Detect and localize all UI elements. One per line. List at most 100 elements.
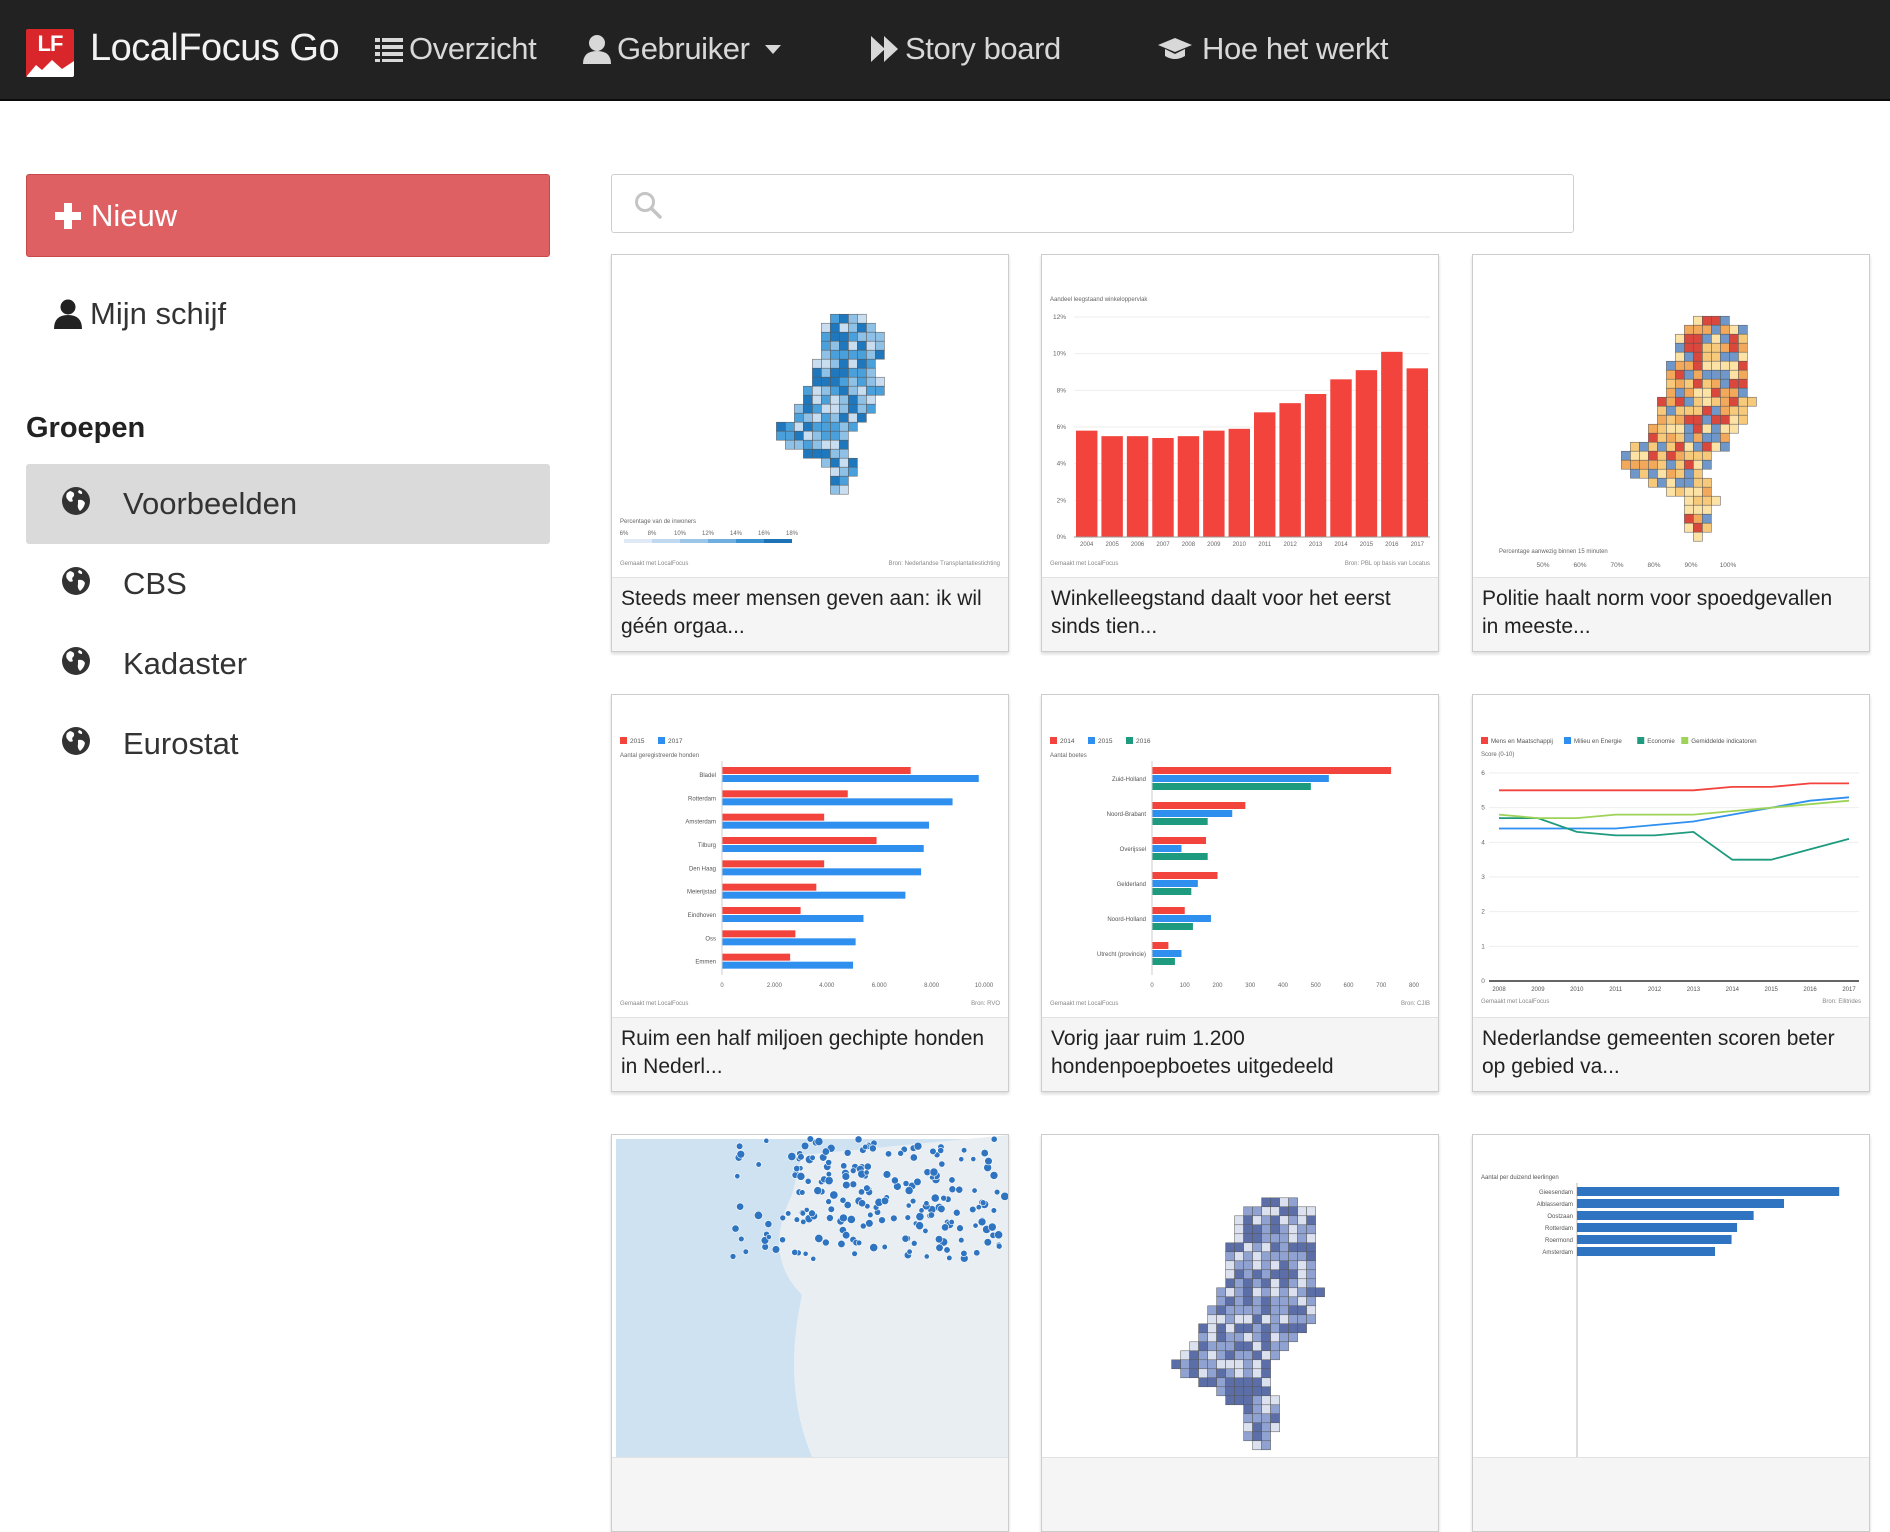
group-item-eurostat[interactable]: Eurostat xyxy=(26,704,550,784)
chart-card[interactable]: Mens en Maatschappij Milieu en Energie Eco… xyxy=(1472,694,1870,1092)
bar xyxy=(1152,853,1208,860)
map-region xyxy=(1675,477,1685,488)
map-region xyxy=(1288,1224,1298,1235)
data-point xyxy=(927,1211,935,1219)
map-region xyxy=(866,394,876,405)
group-item-label: Eurostat xyxy=(123,726,239,761)
map-region xyxy=(1729,333,1739,344)
map-region xyxy=(1288,1251,1298,1262)
map-region xyxy=(1252,1395,1262,1406)
card-title: Steeds meer mensen geven aan: ik wil géé… xyxy=(621,587,982,638)
group-item-voorbeelden[interactable]: Voorbeelden xyxy=(26,464,550,544)
nav-gebruiker-dropdown[interactable]: Gebruiker xyxy=(583,31,782,67)
map-region xyxy=(821,457,831,468)
data-point xyxy=(979,1199,987,1207)
data-point xyxy=(973,1249,981,1257)
fast-forward-icon xyxy=(871,36,898,62)
group-item-kadaster[interactable]: Kadaster xyxy=(26,624,550,704)
map-region xyxy=(1279,1269,1289,1280)
card-title: Politie haalt norm voor spoedgevallen in… xyxy=(1482,587,1833,638)
map-region xyxy=(1198,1323,1208,1334)
map-region xyxy=(839,358,849,369)
map-region xyxy=(1693,369,1703,380)
map-region xyxy=(1675,342,1685,353)
x-tick-label: 2011 xyxy=(1609,987,1623,993)
map-region xyxy=(1702,333,1712,344)
map-region xyxy=(1234,1224,1244,1235)
map-region xyxy=(1738,333,1748,344)
chart-card[interactable]: Percentage van de inwoners 6% 8% 10% 12% 14% 1… xyxy=(611,254,1009,652)
new-button[interactable]: Nieuw xyxy=(26,174,550,257)
localfocus-logo[interactable]: LF xyxy=(26,29,74,77)
chart-svg: Percentage aanwezig binnen 15 minuten 50%… xyxy=(1499,315,1757,569)
map-region xyxy=(1702,396,1712,407)
map-region xyxy=(1693,522,1703,533)
map-region xyxy=(1675,423,1685,434)
data-point xyxy=(958,1156,965,1163)
map-region xyxy=(1189,1350,1199,1361)
plus-icon xyxy=(55,202,81,229)
map-region xyxy=(1666,432,1676,443)
map-region xyxy=(1666,486,1676,497)
data-point xyxy=(867,1211,874,1219)
map-region xyxy=(1702,324,1712,335)
map-region xyxy=(1252,1431,1262,1442)
map-region xyxy=(812,430,822,441)
chart-card[interactable]: 2015 2017 Aantal geregistreerde honden Blad… xyxy=(611,694,1009,1092)
brand-name[interactable]: LocalFocus Go xyxy=(90,27,340,69)
map-region xyxy=(1171,1359,1181,1370)
data-point xyxy=(863,1184,871,1192)
map-region xyxy=(1261,1395,1271,1406)
map-region xyxy=(1270,1278,1280,1289)
map-region xyxy=(803,403,813,414)
map-region xyxy=(1225,1341,1235,1352)
nav-hoe-het-werkt[interactable]: Hoe het werkt xyxy=(1158,31,1388,67)
chart-card[interactable]: Aandeel leegstaand winkeloppervlak 0% 2% 4%… xyxy=(1041,254,1439,652)
chart-card[interactable] xyxy=(1041,1134,1439,1532)
chart-card[interactable]: Percentage aanwezig binnen 15 minuten 50%… xyxy=(1472,254,1870,652)
map-region xyxy=(848,421,858,432)
data-point xyxy=(940,1194,947,1202)
caret-down-icon xyxy=(764,45,781,54)
data-point xyxy=(806,1135,814,1143)
map-region xyxy=(1216,1296,1226,1307)
legend-swatch xyxy=(658,737,665,744)
data-point xyxy=(891,1176,899,1185)
map-region xyxy=(1270,1395,1280,1406)
map-region xyxy=(1702,423,1712,434)
my-drive-link[interactable]: Mijn schijf xyxy=(54,296,226,332)
map-region xyxy=(1684,414,1694,425)
series-line xyxy=(1499,782,1849,792)
map-region xyxy=(1261,1431,1271,1442)
category-label: Utrecht (provincie) xyxy=(1097,952,1146,958)
chart-card[interactable]: Aantal per duizend leerlingen Gieesendam A… xyxy=(1472,1134,1870,1532)
map-region xyxy=(839,412,849,423)
nav-overzicht[interactable]: Overzicht xyxy=(375,31,537,67)
map-region xyxy=(1225,1251,1235,1262)
map-region xyxy=(1684,360,1694,371)
group-item-cbs[interactable]: CBS xyxy=(26,544,550,624)
map-region xyxy=(1252,1251,1262,1262)
map-region xyxy=(1675,459,1685,470)
chart-card[interactable] xyxy=(611,1134,1009,1532)
map-region xyxy=(794,439,804,450)
category-label: Gelderland xyxy=(1117,882,1146,888)
nav-story-board[interactable]: Story board xyxy=(871,31,1061,67)
map-region xyxy=(1243,1233,1253,1244)
search-box[interactable] xyxy=(611,174,1574,233)
map-region xyxy=(1243,1341,1253,1352)
search-input[interactable] xyxy=(672,183,1556,225)
group-item-label: CBS xyxy=(123,566,187,601)
bar xyxy=(1406,368,1428,537)
map-region xyxy=(857,394,867,405)
map-region xyxy=(1666,414,1676,425)
map-region xyxy=(1297,1233,1307,1244)
legend-swatch xyxy=(1564,737,1571,744)
bar xyxy=(1152,907,1185,914)
globe-icon xyxy=(62,727,90,755)
map-region xyxy=(1720,369,1730,380)
chart-card[interactable]: 2014 2015 2016 Aantal boetes Zuid-Holland Noo… xyxy=(1041,694,1439,1092)
map-region xyxy=(1720,432,1730,443)
map-region xyxy=(1720,441,1730,452)
map-region xyxy=(1243,1395,1253,1406)
